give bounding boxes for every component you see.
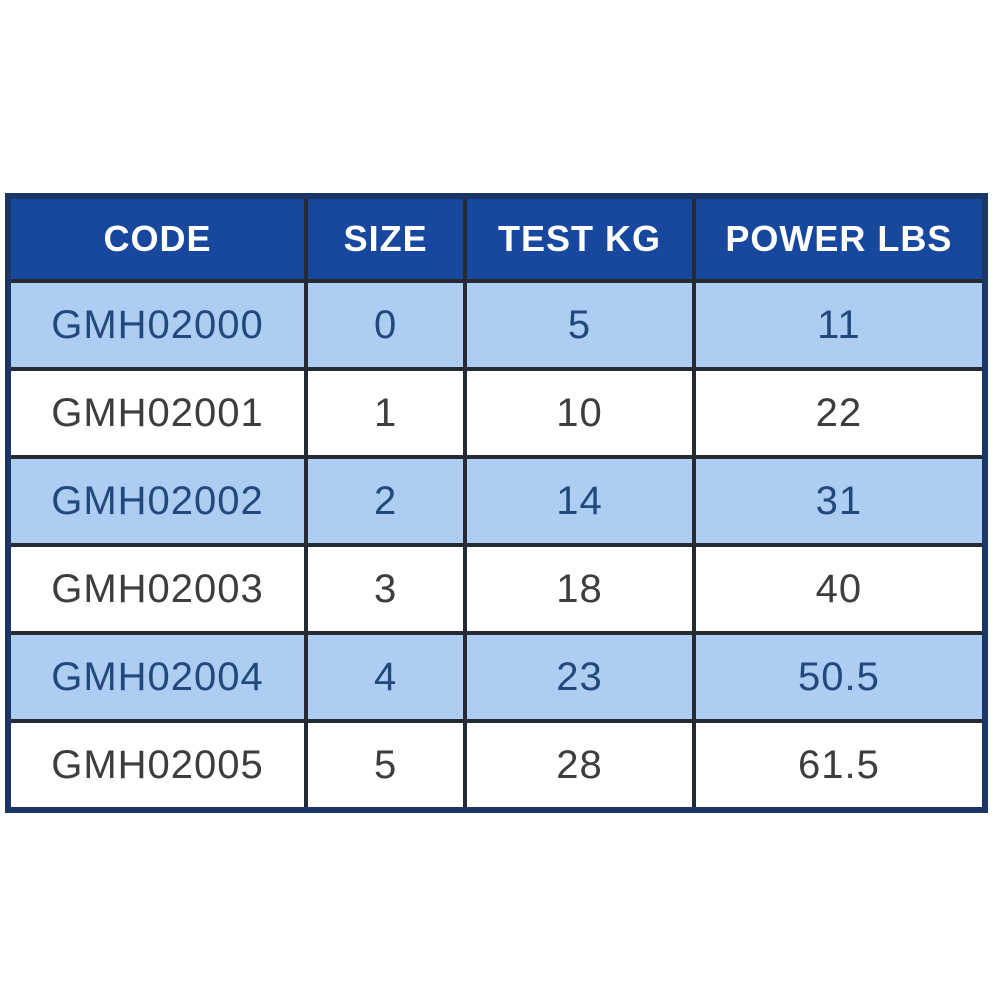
table-cell-test-kg: 18 [463,543,696,635]
table-row: GMH02003 3 18 40 [6,543,988,635]
table-cell-test-kg: 10 [463,367,696,459]
table-cell-code: GMH02000 [6,279,308,371]
spec-table: CODE SIZE TEST KG POWER LBS GMH02000 0 5 11… [5,193,988,813]
table-cell-size: 3 [303,543,468,635]
table-row: GMH02004 4 23 50.5 [6,631,988,723]
table-header: CODE SIZE TEST KG POWER LBS [6,194,988,283]
table-cell-test-kg: 23 [463,631,696,723]
table-cell-code: GMH02003 [6,543,308,635]
table-cell-size: 1 [303,367,468,459]
header-cell-code: CODE [6,194,308,283]
table-cell-size: 2 [303,455,468,547]
table-cell-code: GMH02001 [6,367,308,459]
table-cell-code: GMH02004 [6,631,308,723]
header-row: CODE SIZE TEST KG POWER LBS [6,194,988,283]
table-cell-power-lbs: 61.5 [691,719,988,812]
table-row: GMH02000 0 5 11 [6,279,988,371]
table-cell-size: 0 [303,279,468,371]
table-cell-test-kg: 5 [463,279,696,371]
table-row: GMH02005 5 28 61.5 [6,719,988,812]
header-cell-power-lbs: POWER LBS [691,194,988,283]
table-row: GMH02001 1 10 22 [6,367,988,459]
table-cell-test-kg: 28 [463,719,696,812]
header-cell-size: SIZE [303,194,468,283]
table-cell-power-lbs: 50.5 [691,631,988,723]
table-cell-power-lbs: 31 [691,455,988,547]
table-cell-power-lbs: 40 [691,543,988,635]
table-body: GMH02000 0 5 11 GMH02001 1 10 22 GMH02002 2 14 31 GM… [6,279,988,812]
table-cell-size: 4 [303,631,468,723]
table-row: GMH02002 2 14 31 [6,455,988,547]
header-cell-test-kg: TEST KG [463,194,696,283]
table-cell-code: GMH02005 [6,719,308,812]
table-cell-power-lbs: 11 [691,279,988,371]
table-cell-power-lbs: 22 [691,367,988,459]
table-cell-test-kg: 14 [463,455,696,547]
table-cell-code: GMH02002 [6,455,308,547]
table-cell-size: 5 [303,719,468,812]
